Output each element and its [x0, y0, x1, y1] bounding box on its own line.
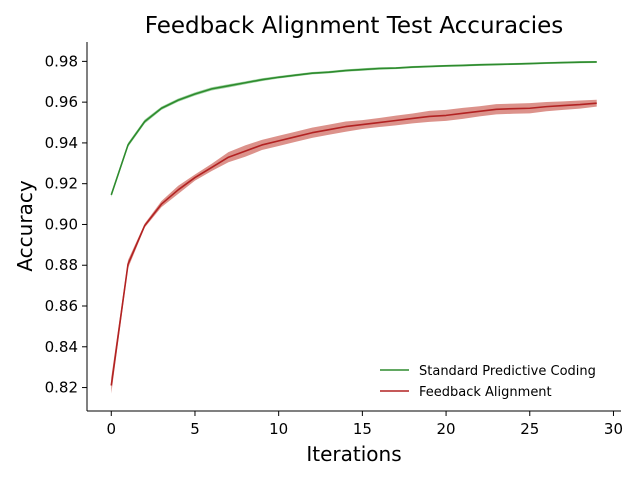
x-tick-label: 25 — [520, 420, 539, 438]
y-tick-label: 0.90 — [45, 215, 78, 233]
x-tick-label: 20 — [437, 420, 456, 438]
x-axis-title: Iterations — [306, 442, 401, 466]
series-band-1 — [111, 99, 597, 394]
y-tick-label: 0.94 — [45, 134, 78, 152]
y-tick-label: 0.92 — [45, 175, 78, 193]
x-tick-label: 30 — [604, 420, 623, 438]
confidence-bands — [111, 60, 597, 394]
y-tick-label: 0.88 — [45, 256, 78, 274]
y-axis-ticks: 0.82 0.84 0.86 0.88 0.90 0.92 0.94 0.96 0.98 — [45, 52, 87, 397]
x-tick-label: 0 — [106, 420, 116, 438]
y-axis-title: Accuracy — [13, 180, 37, 271]
y-tick-label: 0.98 — [45, 52, 78, 70]
series-line-1 — [110, 102, 597, 386]
x-axis-ticks: 0 5 10 15 20 25 30 — [106, 411, 623, 438]
x-tick-label: 5 — [190, 420, 200, 438]
chart-title: Feedback Alignment Test Accuracies — [145, 13, 564, 39]
legend-label-1: Feedback Alignment — [419, 385, 552, 400]
x-tick-label: 15 — [353, 420, 372, 438]
y-tick-label: 0.86 — [45, 297, 78, 315]
series-line-0 — [110, 61, 597, 196]
legend-label-0: Standard Predictive Coding — [419, 364, 596, 379]
x-tick-label: 10 — [269, 420, 288, 438]
series-lines — [110, 61, 597, 386]
y-tick-label: 0.84 — [45, 338, 78, 356]
legend: Standard Predictive Coding Feedback Align… — [380, 364, 596, 400]
y-tick-label: 0.82 — [45, 379, 78, 397]
y-tick-label: 0.96 — [45, 93, 78, 111]
